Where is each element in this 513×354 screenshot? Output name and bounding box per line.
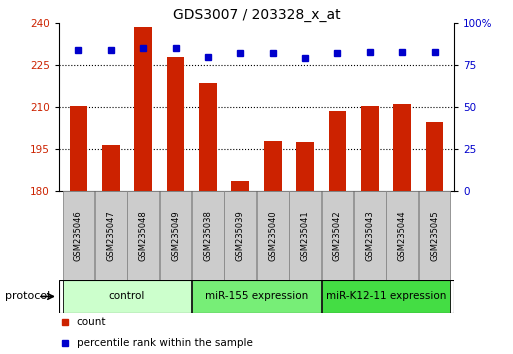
Bar [361, 106, 379, 191]
Text: GSM235039: GSM235039 [236, 210, 245, 261]
Text: percentile rank within the sample: percentile rank within the sample [77, 338, 252, 348]
Text: GSM235046: GSM235046 [74, 210, 83, 261]
Bar [167, 57, 185, 191]
Bar [386, 191, 418, 280]
Text: count: count [77, 317, 106, 327]
Text: GSM235048: GSM235048 [139, 210, 148, 261]
Text: GSM235043: GSM235043 [365, 210, 374, 261]
Bar [328, 111, 346, 191]
Bar [296, 142, 314, 191]
Bar [419, 191, 450, 280]
Bar [393, 104, 411, 191]
Bar [225, 191, 256, 280]
Text: miR-K12-11 expression: miR-K12-11 expression [326, 291, 446, 302]
Text: GSM235038: GSM235038 [204, 210, 212, 261]
Bar [257, 191, 288, 280]
Bar [192, 191, 224, 280]
Bar [134, 27, 152, 191]
Text: GSM235049: GSM235049 [171, 210, 180, 261]
Text: miR-155 expression: miR-155 expression [205, 291, 308, 302]
Text: GSM235041: GSM235041 [301, 210, 309, 261]
Bar [426, 122, 443, 191]
Bar [127, 191, 159, 280]
Bar [354, 191, 386, 280]
Bar [95, 191, 127, 280]
Bar [264, 141, 282, 191]
Bar [63, 280, 191, 313]
Text: control: control [109, 291, 145, 302]
Bar [289, 191, 321, 280]
Bar [322, 280, 450, 313]
Text: GSM235042: GSM235042 [333, 210, 342, 261]
Text: GSM235040: GSM235040 [268, 210, 277, 261]
Text: protocol: protocol [5, 291, 50, 302]
Text: GSM235045: GSM235045 [430, 210, 439, 261]
Bar [102, 145, 120, 191]
Title: GDS3007 / 203328_x_at: GDS3007 / 203328_x_at [173, 8, 340, 22]
Bar [199, 83, 217, 191]
Bar [322, 191, 353, 280]
Bar [231, 181, 249, 191]
Text: GSM235047: GSM235047 [106, 210, 115, 261]
Bar [192, 280, 321, 313]
Bar [160, 191, 191, 280]
Bar [63, 191, 94, 280]
Bar [70, 106, 87, 191]
Text: GSM235044: GSM235044 [398, 210, 407, 261]
